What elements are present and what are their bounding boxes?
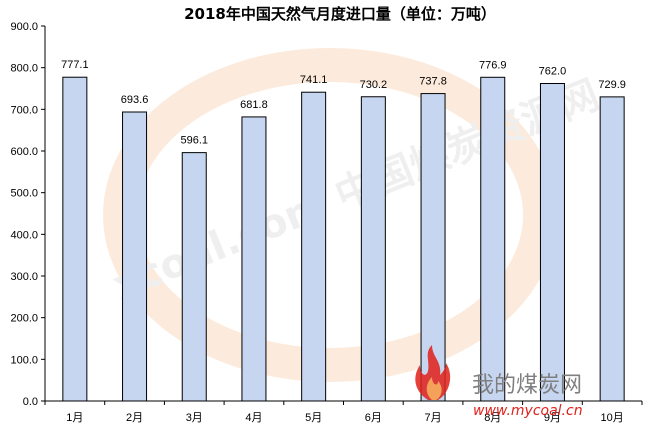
watermark-url: www.mycoal.cn — [473, 403, 583, 419]
bar — [181, 152, 207, 402]
x-tick-label: 4月 — [245, 412, 262, 424]
y-ticks: 0.0 100.0 200.0 300.0 400.0 500.0 600.0 700.0 80… — [10, 21, 45, 408]
bar-value-label: 737.8 — [419, 76, 447, 88]
bar — [599, 96, 625, 402]
watermark-logo-text: 我的煤炭网 — [472, 373, 582, 398]
bar — [62, 76, 88, 402]
bar — [122, 111, 148, 402]
y-tick-label: 300.0 — [10, 271, 38, 283]
watermark-logo: 我的煤炭网 www.mycoal.cn — [415, 345, 583, 419]
x-tick-label: 3月 — [186, 412, 203, 424]
bar-value-label: 729.9 — [598, 79, 626, 91]
y-tick-label: 700.0 — [10, 104, 38, 116]
bar — [241, 116, 267, 402]
data-labels: 777.1 693.6 596.1 681.8 741.1 730.2 737.8 776.9… — [61, 59, 626, 146]
bar-value-label: 681.8 — [240, 99, 268, 111]
bar-value-label: 777.1 — [61, 59, 89, 71]
bar — [360, 96, 386, 402]
y-tick-label: 100.0 — [10, 354, 38, 366]
x-tick-label: 1月 — [66, 412, 83, 424]
y-tick-label: 500.0 — [10, 188, 38, 200]
bar-value-label: 730.2 — [360, 79, 388, 91]
bar-value-label: 762.0 — [539, 66, 567, 78]
y-tick-label: 200.0 — [10, 313, 38, 325]
x-tick-label: 5月 — [305, 412, 322, 424]
y-tick-label: 900.0 — [10, 21, 38, 33]
bars — [62, 76, 625, 402]
x-tick-label: 2月 — [126, 412, 143, 424]
y-tick-label: 800.0 — [10, 63, 38, 75]
x-tick-label: 6月 — [365, 412, 382, 424]
bar — [480, 76, 506, 402]
flame-icon — [415, 345, 451, 400]
bar-value-label: 776.9 — [479, 59, 507, 71]
y-tick-label: 600.0 — [10, 146, 38, 158]
y-tick-label: 400.0 — [10, 229, 38, 241]
bar-value-label: 693.6 — [121, 94, 149, 106]
x-tick-label: 10月 — [601, 412, 624, 424]
x-tick-label: 7月 — [424, 412, 441, 424]
bar-value-label: 596.1 — [180, 135, 208, 147]
x-tick-label: 9月 — [544, 412, 561, 424]
y-tick-label: 0.0 — [23, 396, 38, 408]
x-ticks: 1月 2月 3月 4月 5月 6月 7月 8月 9月 10月 — [44, 401, 643, 424]
bar — [539, 83, 565, 402]
x-tick-label: 8月 — [484, 412, 501, 424]
chart-title: 2018年中国天然气月度进口量（单位：万吨） — [184, 5, 496, 23]
bar — [301, 91, 327, 402]
background-watermark: xcoal.com 中国煤炭资源网 — [103, 48, 606, 382]
bar — [420, 93, 446, 402]
bar-value-label: 741.1 — [300, 74, 328, 86]
